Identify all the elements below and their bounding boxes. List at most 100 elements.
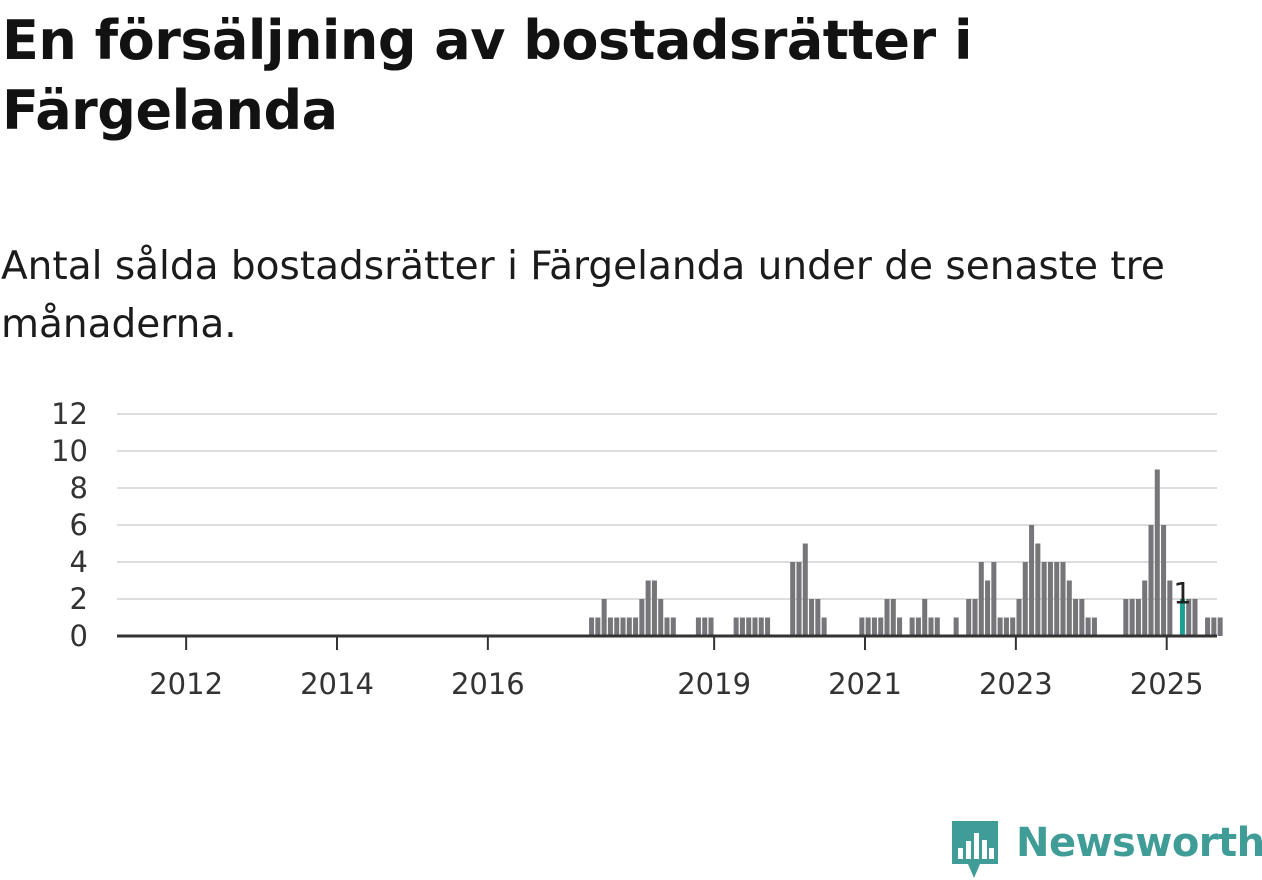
bar [966,599,972,636]
bar [1022,562,1028,636]
bar [1073,599,1079,636]
bar [1142,580,1148,636]
bar-chart-speech-bubble-icon [952,821,998,878]
chart-title: En försäljning av bostadsrätter i Färgel… [2,9,972,142]
bar [670,617,676,636]
bar [589,617,595,636]
bar [884,599,890,636]
bar [997,617,1003,636]
bar [1167,580,1173,636]
bar [953,617,959,636]
newsworthy-logo: Newsworthy [950,818,1262,880]
bar [1041,562,1047,636]
bar [934,617,940,636]
y-tick-label: 10 [51,434,88,468]
bar [1091,617,1097,636]
bar [695,617,701,636]
bar [859,617,865,636]
bars [589,469,1223,636]
bar [978,562,984,636]
bar [1192,599,1198,636]
bar [871,617,877,636]
bar [601,599,607,636]
logo-text: Newsworthy [1016,820,1262,866]
bar [664,617,670,636]
bar [915,617,921,636]
bar [1016,599,1022,636]
bar [796,562,802,636]
bar [639,599,645,636]
bar [1211,617,1217,636]
bar [651,580,657,636]
bar [1148,525,1154,636]
bar [1054,562,1060,636]
bar [1135,599,1141,636]
x-tick-label: 2012 [149,667,223,701]
x-tick-label: 2021 [828,667,902,701]
bar [928,617,934,636]
bar [620,617,626,636]
bar [758,617,764,636]
bar [1060,562,1066,636]
bar [1154,469,1160,636]
bar [1079,599,1085,636]
bar [1029,525,1035,636]
bar-highlight [1179,599,1185,636]
x-tick-label: 2014 [300,667,374,701]
bar [809,599,815,636]
highlight-value-label: 1 [1173,577,1191,611]
bar [821,617,827,636]
x-tick-label: 2025 [1130,667,1204,701]
y-tick-label: 8 [70,471,88,505]
bar [746,617,752,636]
bar [702,617,708,636]
y-tick-label: 12 [51,397,88,431]
bar [972,599,978,636]
bar [922,599,928,636]
bar [1205,617,1211,636]
bar [802,543,808,636]
bar [658,599,664,636]
bar [1123,599,1129,636]
bar [1003,617,1009,636]
bar [614,617,620,636]
bar [645,580,651,636]
bar [985,580,991,636]
bar [626,617,632,636]
bar [733,617,739,636]
bar [595,617,601,636]
x-tick-label: 2016 [451,667,525,701]
bar [890,599,896,636]
bar [865,617,871,636]
bar [790,562,796,636]
bar [739,617,745,636]
bar [878,617,884,636]
bar [991,562,997,636]
annotations: 1 [1173,577,1191,611]
bar [607,617,613,636]
bar [909,617,915,636]
bar [1047,562,1053,636]
bar [1217,617,1223,636]
y-tick-label: 2 [70,582,88,616]
bar [1129,599,1135,636]
bar [752,617,758,636]
bar [633,617,639,636]
bar [1161,525,1167,636]
bar [1010,617,1016,636]
x-axis: 2012 2014 2016 2019 2021 2023 2025 [117,634,1217,701]
chart-subtitle: Antal sålda bostadsrätter i Färgelanda u… [1,244,1165,347]
bar [1085,617,1091,636]
bar [708,617,714,636]
bar [815,599,821,636]
bar [765,617,771,636]
bar [1066,580,1072,636]
y-tick-label: 6 [70,508,88,542]
bar [897,617,903,636]
bar [1035,543,1041,636]
x-tick-label: 2019 [677,667,751,701]
x-tick-label: 2023 [979,667,1053,701]
y-tick-label: 4 [70,545,88,579]
